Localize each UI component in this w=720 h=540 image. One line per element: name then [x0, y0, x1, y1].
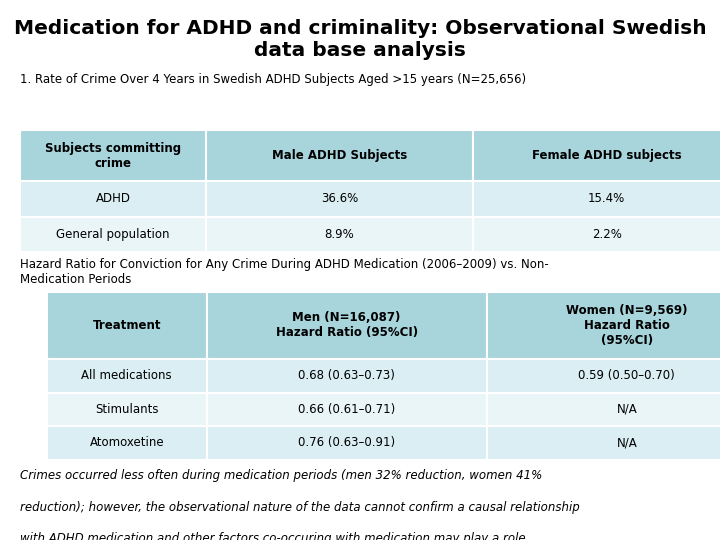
Bar [20, 181, 206, 217]
Bar [487, 393, 720, 426]
Bar [206, 181, 473, 217]
Text: data base analysis: data base analysis [254, 40, 466, 59]
Text: N/A: N/A [616, 436, 637, 449]
Text: 15.4%: 15.4% [588, 192, 625, 206]
Text: N/A: N/A [616, 403, 637, 416]
Bar [206, 130, 473, 181]
Text: Treatment: Treatment [92, 319, 161, 332]
Text: 8.9%: 8.9% [325, 227, 354, 241]
Text: 1. Rate of Crime Over 4 Years in Swedish ADHD Subjects Aged >15 years (N=25,656): 1. Rate of Crime Over 4 Years in Swedish… [20, 73, 526, 86]
Bar [206, 217, 473, 252]
Bar [20, 217, 206, 252]
Text: Subjects committing
crime: Subjects committing crime [45, 141, 181, 170]
Bar [207, 393, 487, 426]
Bar [487, 359, 720, 393]
Text: Female ADHD subjects: Female ADHD subjects [532, 149, 681, 162]
Text: Women (N=9,569)
Hazard Ratio
(95%CI): Women (N=9,569) Hazard Ratio (95%CI) [566, 304, 688, 347]
Text: 36.6%: 36.6% [321, 192, 358, 206]
Bar [47, 292, 207, 359]
Bar [47, 426, 207, 460]
Bar [473, 181, 720, 217]
Text: reduction); however, the observational nature of the data cannot confirm a causa: reduction); however, the observational n… [20, 501, 580, 514]
Bar [20, 130, 206, 181]
Text: Male ADHD Subjects: Male ADHD Subjects [272, 149, 407, 162]
Text: Men (N=16,087)
Hazard Ratio (95%CI): Men (N=16,087) Hazard Ratio (95%CI) [276, 312, 418, 339]
Bar [487, 426, 720, 460]
Bar [473, 217, 720, 252]
Text: 0.66 (0.61–0.71): 0.66 (0.61–0.71) [298, 403, 395, 416]
Text: All medications: All medications [81, 369, 172, 382]
Bar [487, 292, 720, 359]
Bar [473, 130, 720, 181]
Bar [47, 393, 207, 426]
Text: Crimes occurred less often during medication periods (men 32% reduction, women 4: Crimes occurred less often during medica… [20, 469, 542, 482]
Text: Medication for ADHD and criminality: Observational Swedish: Medication for ADHD and criminality: Obs… [14, 19, 706, 38]
Bar [47, 359, 207, 393]
Text: General population: General population [56, 227, 170, 241]
Text: Hazard Ratio for Conviction for Any Crime During ADHD Medication (2006–2009) vs.: Hazard Ratio for Conviction for Any Crim… [20, 258, 549, 286]
Text: ADHD: ADHD [96, 192, 130, 206]
Text: 0.76 (0.63–0.91): 0.76 (0.63–0.91) [298, 436, 395, 449]
Text: 0.68 (0.63–0.73): 0.68 (0.63–0.73) [298, 369, 395, 382]
Text: with ADHD medication and other factors co-occuring with medication may play a ro: with ADHD medication and other factors c… [20, 532, 526, 540]
Bar [207, 292, 487, 359]
Bar [207, 426, 487, 460]
Text: 0.59 (0.50–0.70): 0.59 (0.50–0.70) [578, 369, 675, 382]
Text: Atomoxetine: Atomoxetine [89, 436, 164, 449]
Bar [207, 359, 487, 393]
Text: Stimulants: Stimulants [95, 403, 158, 416]
Text: 2.2%: 2.2% [592, 227, 621, 241]
